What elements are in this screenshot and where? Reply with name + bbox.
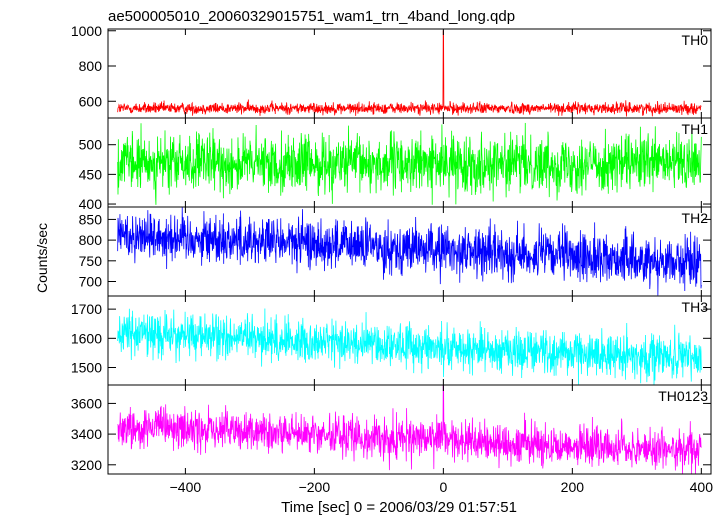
x-tick-label: −400 xyxy=(170,479,202,495)
y-tick-label: 3200 xyxy=(71,457,102,473)
series-line-th3 xyxy=(117,308,702,385)
y-tick-label: 450 xyxy=(79,166,103,182)
y-tick-label: 850 xyxy=(79,211,103,227)
y-tick-label: 3400 xyxy=(71,426,102,442)
y-tick-label: 1000 xyxy=(71,23,102,39)
y-tick-label: 500 xyxy=(79,137,103,153)
y-tick-label: 1700 xyxy=(71,301,102,317)
series-line-th1 xyxy=(117,122,702,205)
panel-frame-th0123 xyxy=(107,384,712,475)
y-tick-label: 600 xyxy=(79,93,103,109)
chart-title: ae500005010_20060329015751_wam1_trn_4ban… xyxy=(108,8,515,25)
x-tick-label: 400 xyxy=(690,479,714,495)
panel-label: TH2 xyxy=(682,210,709,226)
x-tick-label: 200 xyxy=(561,479,585,495)
y-axis-label: Counts/sec xyxy=(34,223,50,293)
panel-label: TH1 xyxy=(682,121,709,137)
y-tick-label: 1500 xyxy=(71,359,102,375)
x-tick-label: −200 xyxy=(299,479,331,495)
y-tick-label: 700 xyxy=(79,274,103,290)
panels-group: 600 800 1000 TH0 400 450 500 TH1 700 750 800 850 TH2… xyxy=(71,23,713,495)
y-tick-label: 400 xyxy=(79,196,103,212)
panel-label: TH0 xyxy=(682,32,709,48)
panel-label: TH0123 xyxy=(658,388,708,404)
y-tick-label: 1600 xyxy=(71,330,102,346)
y-tick-label: 800 xyxy=(79,232,103,248)
y-tick-label: 800 xyxy=(79,58,103,74)
series-line-th0123 xyxy=(117,385,702,474)
series-line-th0 xyxy=(117,30,702,117)
x-axis-label: Time [sec] 0 = 2006/03/29 01:57:51 xyxy=(281,499,517,516)
y-tick-label: 3600 xyxy=(71,395,102,411)
y-tick-label: 750 xyxy=(79,253,103,269)
x-tick-label: 0 xyxy=(439,479,447,495)
panel-label: TH3 xyxy=(682,299,709,315)
series-line-th2 xyxy=(117,207,702,296)
